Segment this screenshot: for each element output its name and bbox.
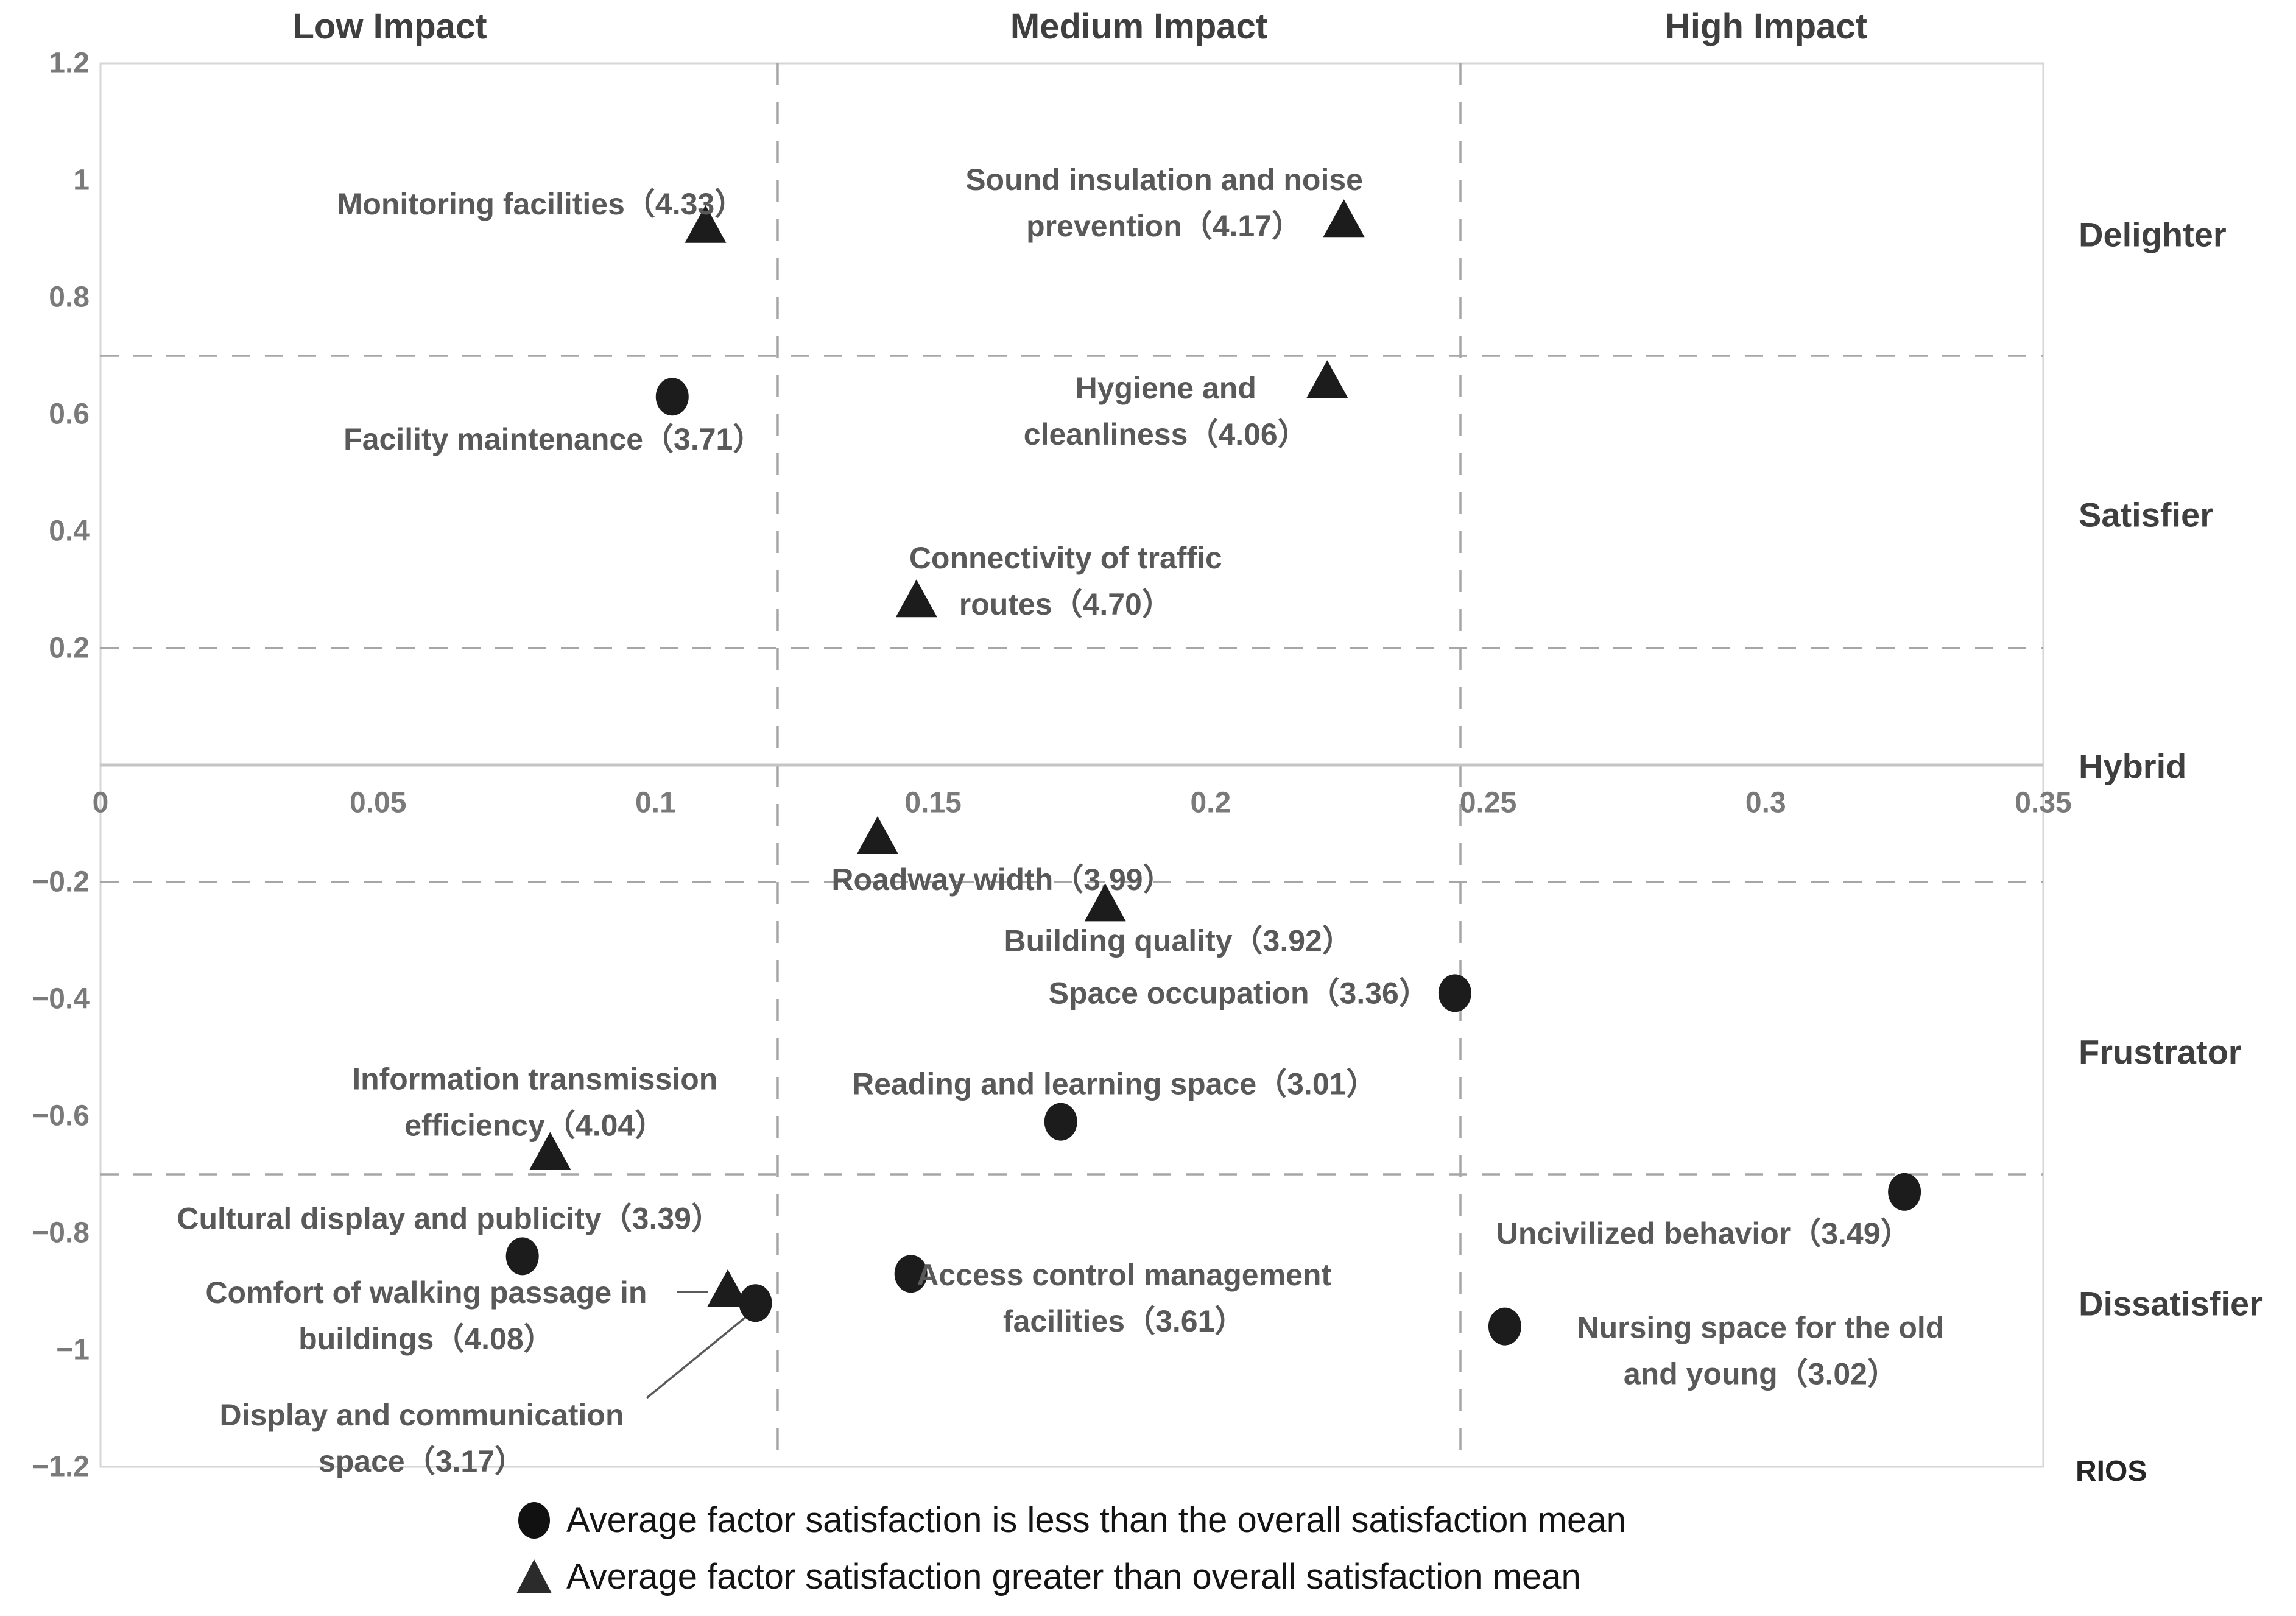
legend-item-triangle: Average factor satisfaction greater than… <box>515 1556 1626 1597</box>
legend-item-triangle-label: Average factor satisfaction greater than… <box>566 1557 1581 1597</box>
band-label-dissatisfier: Dissatisfier <box>2079 1284 2263 1323</box>
data-point-circle <box>894 1255 928 1293</box>
column-header-medium-impact: Medium Impact <box>1010 7 1268 46</box>
data-point-label: Information transmission efficiency（4.04） <box>352 1062 717 1142</box>
data-point-circle <box>1044 1103 1077 1141</box>
legend-item-circle: Average factor satisfaction is less than… <box>515 1500 1626 1540</box>
y-tick-label: −0.6 <box>32 1100 90 1132</box>
data-point-label: Hygiene and cleanliness（4.06） <box>1024 371 1308 451</box>
x-tick-label: 0.2 <box>1190 787 1231 819</box>
y-tick-label: 0.2 <box>49 632 90 665</box>
data-point-label: Reading and learning space（3.01） <box>852 1067 1376 1101</box>
data-point-circle <box>505 1237 539 1276</box>
band-label-hybrid: Hybrid <box>2079 747 2187 786</box>
column-header-high-impact: High Impact <box>1665 7 1867 46</box>
x-tick-label: 0.05 <box>350 787 406 819</box>
y-tick-label: 0.4 <box>49 515 90 548</box>
data-point-triangle <box>529 1132 571 1170</box>
band-label-delighter: Delighter <box>2079 215 2227 254</box>
y-tick-label: −1 <box>56 1334 90 1366</box>
data-point-label: Uncivilized behavior（3.49） <box>1496 1216 1911 1251</box>
data-point-label: Display and communication space（3.17） <box>219 1398 624 1478</box>
band-label-frustrator: Frustrator <box>2079 1032 2242 1071</box>
column-header-low-impact: Low Impact <box>292 7 487 46</box>
data-point-label: Comfort of walking passage in buildings（4… <box>205 1276 647 1356</box>
data-point-label: Monitoring facilities（4.33） <box>337 187 745 221</box>
data-point-label: Sound insulation and noise prevention（4.1… <box>965 163 1363 243</box>
y-tick-label: −0.8 <box>32 1217 90 1249</box>
data-point-circle <box>1488 1307 1521 1346</box>
x-tick-label: 0.25 <box>1460 787 1516 819</box>
data-point-label: Connectivity of traffic routes（4.70） <box>909 541 1222 621</box>
y-tick-label: 0.8 <box>49 281 90 314</box>
x-tick-label: 0.1 <box>635 787 676 819</box>
y-tick-label: 1 <box>73 164 90 197</box>
data-point-triangle <box>857 816 898 854</box>
data-point-triangle <box>706 1269 748 1307</box>
data-point-label: Facility maintenance（3.71） <box>343 422 763 456</box>
data-point-circle <box>1438 974 1471 1012</box>
x-tick-label: 0.3 <box>1745 787 1786 819</box>
x-tick-label: 0.15 <box>904 787 961 819</box>
data-point-label: Access control management facilities（3.61… <box>917 1258 1331 1338</box>
y-tick-label: −0.2 <box>32 866 90 898</box>
y-tick-label: 0.6 <box>49 398 90 431</box>
x-tick-label: 0.35 <box>2015 787 2071 819</box>
data-point-triangle <box>1084 883 1126 922</box>
band-label-satisfier: Satisfier <box>2079 495 2213 534</box>
data-point-circle <box>655 378 689 416</box>
data-point-circle <box>1888 1173 1921 1211</box>
data-point-triangle <box>685 205 727 243</box>
label-leader-line <box>646 1310 755 1399</box>
data-point-circle <box>739 1284 772 1322</box>
data-point-label: Space occupation（3.36） <box>1049 976 1429 1010</box>
data-point-triangle <box>895 579 937 618</box>
data-point-label: Nursing space for the old and young（3.02） <box>1577 1311 1944 1391</box>
chart-legend: Average factor satisfaction is less than… <box>515 1500 1626 1597</box>
filled-circle-icon <box>515 1501 553 1539</box>
x-tick-label: 0 <box>93 787 109 819</box>
filled-triangle-icon <box>515 1558 553 1596</box>
data-point-triangle <box>1306 360 1348 398</box>
data-point-triangle <box>1323 199 1365 238</box>
axis-corner-label-rios: RIOS <box>2076 1455 2147 1487</box>
y-tick-label: 1.2 <box>49 48 90 80</box>
y-tick-label: −1.2 <box>32 1451 90 1483</box>
legend-item-circle-label: Average factor satisfaction is less than… <box>566 1500 1626 1540</box>
data-point-label: Building quality（3.92） <box>1004 923 1353 958</box>
y-tick-label: −0.4 <box>32 983 90 1015</box>
data-point-label: Cultural display and publicity（3.39） <box>177 1201 722 1235</box>
data-point-label: Roadway width（3.99） <box>831 863 1173 897</box>
